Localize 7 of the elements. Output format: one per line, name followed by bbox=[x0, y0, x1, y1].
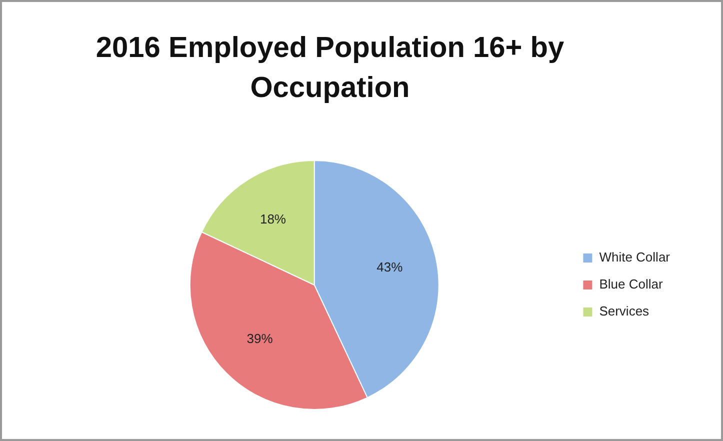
chart-title: 2016 Employed Population 16+ by Occupation bbox=[94, 31, 566, 106]
data-label: 18% bbox=[260, 211, 286, 226]
legend-label: Services bbox=[599, 304, 650, 319]
data-label: 39% bbox=[246, 331, 274, 346]
data-label: 43% bbox=[376, 260, 404, 275]
legend-label: White Collar bbox=[599, 250, 671, 265]
legend-label: Blue Collar bbox=[599, 276, 664, 292]
